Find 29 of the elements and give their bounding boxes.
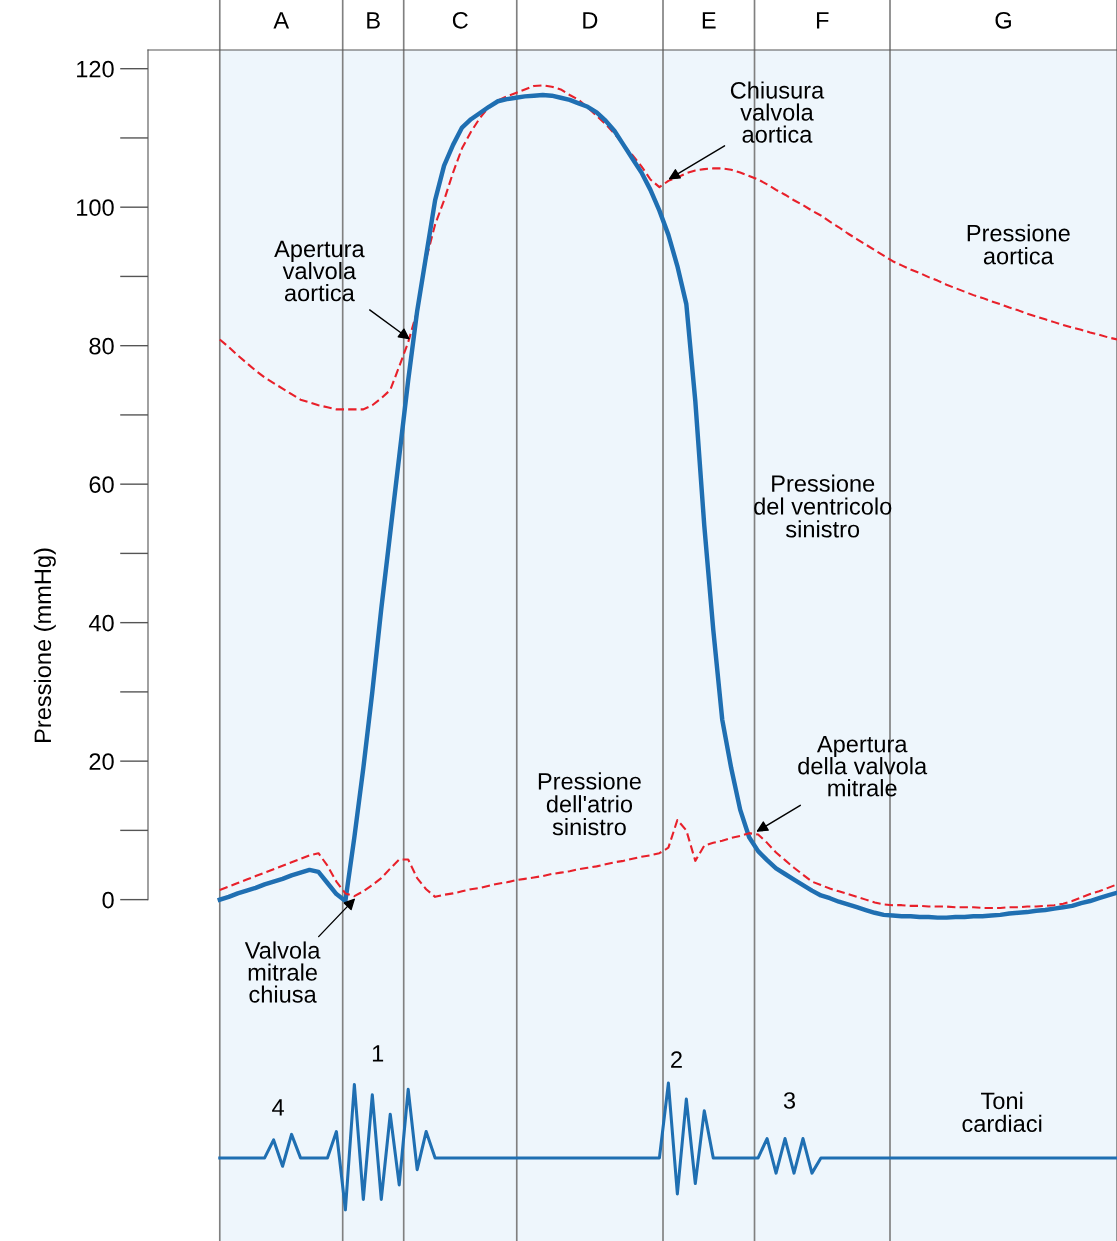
y-axis-title: Pressione (mmHg)	[33, 548, 56, 742]
y-tick-label: 20	[89, 753, 114, 770]
text: B	[367, 12, 380, 29]
annotation: 4	[272, 1099, 284, 1116]
y-tick-label: 80	[89, 337, 114, 355]
series-label: Toni cardiaci	[962, 1091, 1042, 1133]
annotation: Apertura della valvola mitrale	[798, 735, 928, 797]
text: E	[702, 12, 716, 29]
series-label: Pressione aortica	[967, 224, 1070, 265]
line-series	[218, 818, 1117, 909]
annotation: 1	[372, 1045, 384, 1062]
annotation: 2	[671, 1051, 682, 1068]
line-series	[218, 1081, 1117, 1212]
text: F	[816, 12, 829, 29]
text: C	[452, 11, 468, 29]
annotation: Valvola mitrale chiusa	[244, 941, 321, 1003]
text: G	[995, 11, 1011, 29]
y-tick-label: 0	[102, 891, 114, 909]
annotation: 3	[783, 1092, 796, 1109]
text: D	[583, 12, 598, 29]
y-tick-label: 120	[77, 60, 114, 78]
y-tick-label: 100	[77, 199, 114, 216]
annotation: Apertura valvola aortica	[274, 240, 365, 302]
y-tick-label: 60	[89, 476, 114, 493]
annotation: Chiusura valvola aortica	[730, 81, 825, 143]
text: A	[273, 12, 290, 29]
text: Pressione del ventricolo sinistro	[754, 474, 892, 538]
y-tick-label: 40	[88, 614, 114, 632]
series-label: Pressione dell'atrio sinistro	[538, 772, 641, 836]
